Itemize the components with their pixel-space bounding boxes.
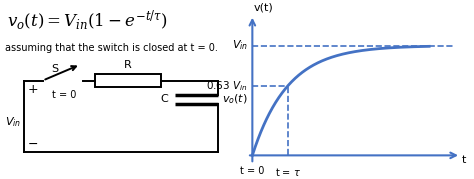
Text: $v_o(t) = V_{in}(1-e^{-t/\tau})$: $v_o(t) = V_{in}(1-e^{-t/\tau})$ — [7, 9, 168, 33]
Text: assuming that the switch is closed at t = 0.: assuming that the switch is closed at t … — [5, 43, 218, 53]
Text: $-$: $-$ — [27, 137, 38, 150]
Text: v(t): v(t) — [254, 3, 274, 13]
Text: t = 0: t = 0 — [240, 166, 264, 176]
Text: $0.63\ V_{in}$: $0.63\ V_{in}$ — [206, 79, 248, 93]
Text: $V_{in}$: $V_{in}$ — [232, 39, 248, 52]
Text: $V_{in}$: $V_{in}$ — [5, 115, 21, 129]
Text: t: t — [462, 155, 466, 165]
Text: R: R — [124, 60, 132, 70]
Text: t = $\tau$: t = $\tau$ — [274, 166, 301, 178]
FancyBboxPatch shape — [95, 74, 161, 87]
Text: C: C — [161, 94, 168, 104]
Text: t = 0: t = 0 — [52, 90, 76, 100]
Text: $v_o(t)$: $v_o(t)$ — [222, 93, 247, 106]
Text: S: S — [51, 64, 58, 74]
Text: +: + — [27, 83, 38, 96]
